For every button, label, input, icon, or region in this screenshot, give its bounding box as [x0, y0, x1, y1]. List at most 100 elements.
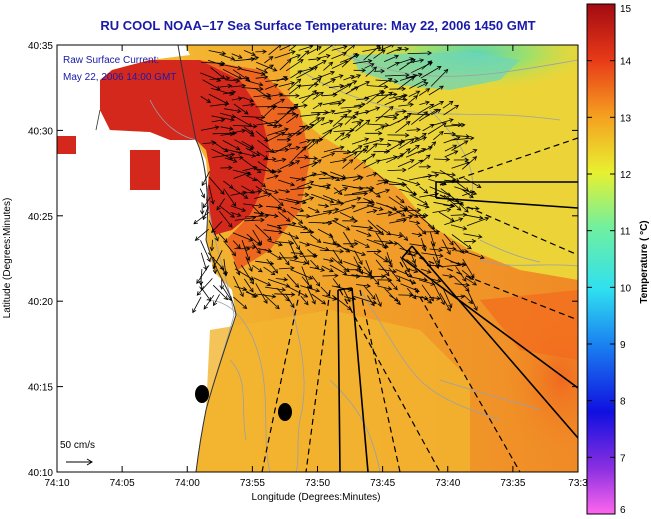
current-vector-head — [301, 125, 306, 130]
current-vector-head — [295, 160, 301, 165]
current-vector-head — [422, 246, 427, 252]
current-vector-head — [236, 108, 242, 114]
surface-current-vectors — [192, 45, 490, 314]
current-vector-head — [241, 207, 247, 212]
current-vector-head — [316, 56, 322, 62]
current-vector — [398, 58, 414, 64]
current-vector — [308, 222, 332, 224]
current-vector — [395, 121, 411, 134]
current-vector-head — [435, 229, 441, 234]
current-vector-head — [394, 54, 399, 59]
current-vector — [254, 168, 276, 173]
current-vector — [441, 239, 451, 255]
current-vector — [311, 76, 323, 81]
sst-orange-hot — [480, 290, 578, 360]
y-tick-label: 40:15 — [28, 383, 53, 394]
current-vector-head — [387, 277, 393, 283]
current-vector — [300, 231, 314, 234]
current-vector — [373, 252, 388, 263]
current-vector — [224, 79, 240, 82]
current-vector — [400, 283, 420, 292]
current-vector-head — [364, 145, 369, 150]
current-vector — [343, 261, 362, 268]
current-vector-head — [315, 288, 321, 293]
current-vector-head — [358, 260, 363, 266]
current-vector-head — [219, 62, 225, 67]
current-vector-head — [462, 226, 468, 231]
current-vector — [311, 275, 321, 287]
current-vector-head — [303, 225, 309, 230]
current-vector-head — [439, 130, 444, 136]
current-vector-head — [257, 240, 263, 246]
x-tick-label: 73:35 — [500, 478, 525, 489]
current-vector — [332, 151, 351, 153]
y-axis-label: Latitude (Degrees:Minutes) — [2, 198, 13, 319]
current-vector-head — [412, 262, 418, 267]
current-vector — [332, 278, 341, 289]
current-vector — [406, 259, 417, 267]
current-vector — [430, 278, 441, 282]
current-vector-head — [248, 145, 254, 151]
current-vector — [387, 169, 406, 171]
current-vector — [322, 110, 335, 115]
current-vector-head — [398, 233, 404, 238]
current-vector-head — [343, 187, 349, 192]
current-vector — [397, 76, 415, 91]
current-vector-head — [348, 159, 354, 164]
current-vector — [428, 85, 444, 96]
current-vector-head — [401, 95, 407, 100]
current-vector — [443, 104, 459, 116]
current-vector — [323, 146, 344, 153]
current-vector-head — [409, 57, 415, 62]
current-vector — [211, 119, 225, 123]
current-vector — [208, 176, 225, 195]
sst-red-orange — [200, 60, 310, 270]
current-vector-head — [354, 86, 359, 91]
current-vector-head — [406, 250, 411, 256]
current-vector — [256, 61, 277, 72]
current-vector — [444, 150, 458, 158]
current-vector-head — [248, 267, 253, 272]
current-vector-head — [386, 142, 392, 147]
current-vector — [430, 241, 440, 264]
current-vector — [290, 70, 302, 79]
current-vector-head — [269, 64, 274, 69]
current-vector-head — [402, 97, 408, 102]
current-vector-head — [464, 157, 470, 163]
current-vector-head — [392, 269, 397, 274]
current-vector-head — [243, 194, 249, 199]
current-vector — [201, 171, 210, 186]
current-vector-head — [413, 268, 419, 274]
sst-inland-patch — [130, 150, 160, 190]
current-vector-head — [351, 296, 357, 301]
current-vector-head — [440, 300, 445, 306]
current-vector-head — [206, 257, 211, 263]
current-vector-head — [465, 282, 471, 288]
current-vector-head — [273, 83, 279, 88]
current-vector — [367, 295, 375, 306]
current-vector — [307, 206, 320, 213]
current-vector — [208, 50, 226, 55]
current-vector-head — [237, 54, 243, 59]
current-vector-head — [436, 296, 442, 301]
current-vector — [343, 288, 351, 302]
sst-west-patch — [57, 136, 76, 154]
current-vector — [208, 185, 214, 204]
current-vector — [377, 285, 392, 290]
current-vector — [243, 50, 256, 56]
current-vector — [275, 241, 294, 244]
current-vector-head — [263, 75, 269, 80]
current-vector-head — [304, 50, 310, 55]
current-vector-head — [206, 98, 212, 103]
current-vector — [388, 196, 408, 210]
current-vector-head — [464, 249, 469, 254]
current-vector — [389, 116, 409, 127]
current-vector — [323, 258, 334, 262]
current-vector-head — [315, 282, 321, 287]
current-vector-head — [249, 98, 255, 103]
current-vector-head — [212, 269, 218, 275]
current-vector-head — [307, 185, 313, 190]
current-vector — [286, 285, 308, 298]
colorbar-tick-label: 7 — [620, 453, 626, 464]
current-vector-head — [417, 232, 423, 237]
